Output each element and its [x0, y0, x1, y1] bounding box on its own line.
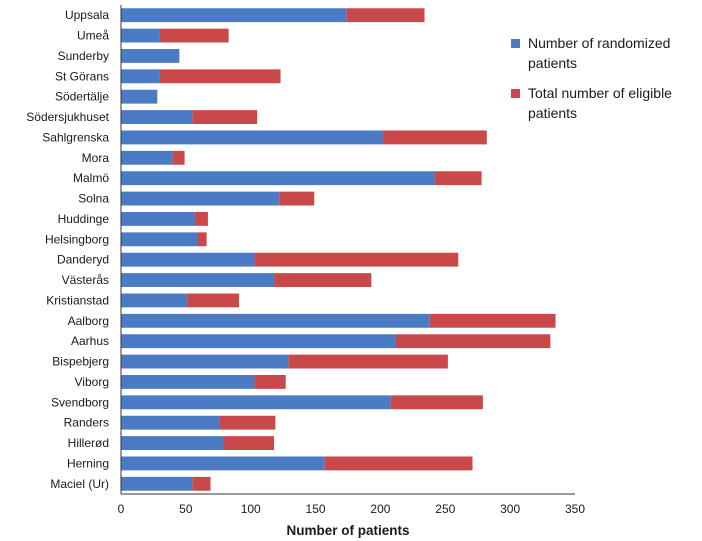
bar-randers-series-2 — [219, 415, 276, 430]
legend-swatch-series-2 — [511, 89, 520, 98]
legend-label-series-2-line-2: patients — [528, 105, 577, 121]
bar-sodersjukhuset-series-1 — [121, 110, 193, 124]
bar-sodersjukhuset-series-2 — [192, 110, 258, 124]
bar-maciel-ur-series-1 — [121, 476, 193, 491]
category-label-malmo: Malmö — [73, 171, 109, 185]
bar-helsingborg-series-2 — [197, 232, 207, 247]
bar-vasteras-series-2 — [274, 273, 372, 287]
bar-uppsala-series-2 — [346, 8, 425, 23]
bar-st-gorans-series-2 — [159, 69, 281, 84]
bar-viborg-series-2 — [254, 375, 286, 389]
bar-solna-series-1 — [121, 191, 280, 206]
category-label-umea: Umeå — [77, 29, 109, 43]
bar-kristianstad-series-1 — [121, 293, 188, 308]
category-label-sodertalje: Södertälje — [55, 90, 109, 104]
bar-solna-series-2 — [279, 191, 315, 206]
bar-svendborg-series-2 — [390, 395, 483, 410]
bar-maciel-ur-series-2 — [192, 476, 211, 491]
category-label-hiller-d: Hillerød — [68, 436, 109, 450]
bar-aalborg-series-2 — [429, 313, 556, 328]
bar-uppsala-series-1 — [121, 8, 347, 23]
bar-helsingborg-series-1 — [121, 232, 198, 247]
legend-label-series-2-line-1: Total number of eligible — [528, 85, 672, 101]
legend-swatch-series-1 — [511, 39, 520, 48]
bar-svendborg-series-1 — [121, 395, 391, 410]
bar-aarhus-series-1 — [121, 334, 396, 349]
x-tick-150: 150 — [306, 502, 326, 516]
category-label-sunderby: Sunderby — [58, 49, 109, 63]
category-label-randers: Randers — [64, 416, 109, 430]
category-label-sahlgrenska: Sahlgrenska — [42, 130, 109, 144]
category-label-herning: Herning — [67, 456, 109, 470]
bar-aalborg-series-1 — [121, 313, 430, 328]
bar-randers-series-1 — [121, 415, 220, 430]
category-label-kristianstad: Kristianstad — [46, 293, 109, 307]
bar-umea-series-2 — [159, 28, 229, 43]
bar-aarhus-series-2 — [395, 334, 551, 349]
bar-bispebjerg-series-1 — [121, 354, 289, 369]
bar-hiller-d-series-1 — [121, 436, 224, 450]
category-label-svendborg: Svendborg — [51, 395, 109, 409]
bar-sahlgrenska-series-1 — [121, 130, 384, 145]
category-label-bispebjerg: Bispebjerg — [52, 355, 109, 369]
x-axis-label: Number of patients — [286, 523, 409, 538]
legend-label-series-1-line-1: Number of randomized — [528, 35, 670, 51]
category-label-uppsala: Uppsala — [65, 8, 109, 22]
bar-vasteras-series-1 — [121, 273, 275, 287]
axes — [120, 5, 575, 495]
legend-label-series-1-line-2: patients — [528, 55, 577, 71]
x-tick-labels: 0 50 100 150 200 250 300 350 — [118, 502, 586, 516]
bar-sodertalje-series-1 — [121, 89, 158, 104]
bar-danderyd-series-1 — [121, 252, 255, 267]
category-label-st-gorans: St Görans — [55, 69, 109, 83]
bar-sahlgrenska-series-2 — [383, 130, 487, 145]
bar-huddinge-series-1 — [121, 212, 195, 226]
bar-malmo-series-1 — [121, 171, 435, 186]
category-labels: Uppsala Umeå Sunderby St Görans Södertälje Sö… — [26, 8, 109, 491]
category-label-helsingborg: Helsingborg — [45, 232, 109, 246]
bar-kristianstad-series-2 — [187, 293, 240, 308]
bar-umea-series-1 — [121, 28, 160, 43]
bar-huddinge-series-2 — [194, 212, 208, 226]
bar-mora-series-2 — [172, 150, 185, 165]
x-tick-250: 250 — [435, 502, 455, 516]
bar-viborg-series-1 — [121, 375, 255, 389]
bar-danderyd-series-2 — [254, 252, 459, 267]
bar-herning-series-2 — [324, 456, 473, 471]
legend: Number of randomized patients Total number… — [511, 35, 672, 121]
category-label-aalborg: Aalborg — [68, 314, 109, 328]
category-label-mora: Mora — [82, 151, 110, 165]
category-label-danderyd: Danderyd — [57, 253, 109, 267]
bar-hiller-d-series-2 — [223, 436, 275, 450]
bars-layer — [121, 8, 556, 491]
bar-mora-series-1 — [121, 150, 173, 165]
x-tick-100: 100 — [241, 502, 261, 516]
bar-malmo-series-2 — [434, 171, 482, 186]
x-tick-200: 200 — [370, 502, 390, 516]
category-label-maciel-ur: Maciel (Ur) — [50, 477, 109, 491]
category-label-viborg: Viborg — [75, 375, 109, 389]
category-label-huddinge: Huddinge — [58, 212, 110, 226]
category-label-vasteras: Västerås — [62, 273, 109, 287]
bar-bispebjerg-series-2 — [288, 354, 448, 369]
category-label-sodersjukhuset: Södersjukhuset — [26, 110, 109, 124]
x-tick-0: 0 — [118, 502, 125, 516]
bar-sunderby-series-1 — [121, 49, 180, 63]
category-label-solna: Solna — [78, 192, 109, 206]
bar-st-gorans-series-1 — [121, 69, 160, 84]
x-tick-350: 350 — [565, 502, 585, 516]
bar-herning-series-1 — [121, 456, 325, 471]
x-tick-50: 50 — [179, 502, 193, 516]
category-label-aarhus: Aarhus — [71, 334, 109, 348]
x-tick-300: 300 — [500, 502, 520, 516]
